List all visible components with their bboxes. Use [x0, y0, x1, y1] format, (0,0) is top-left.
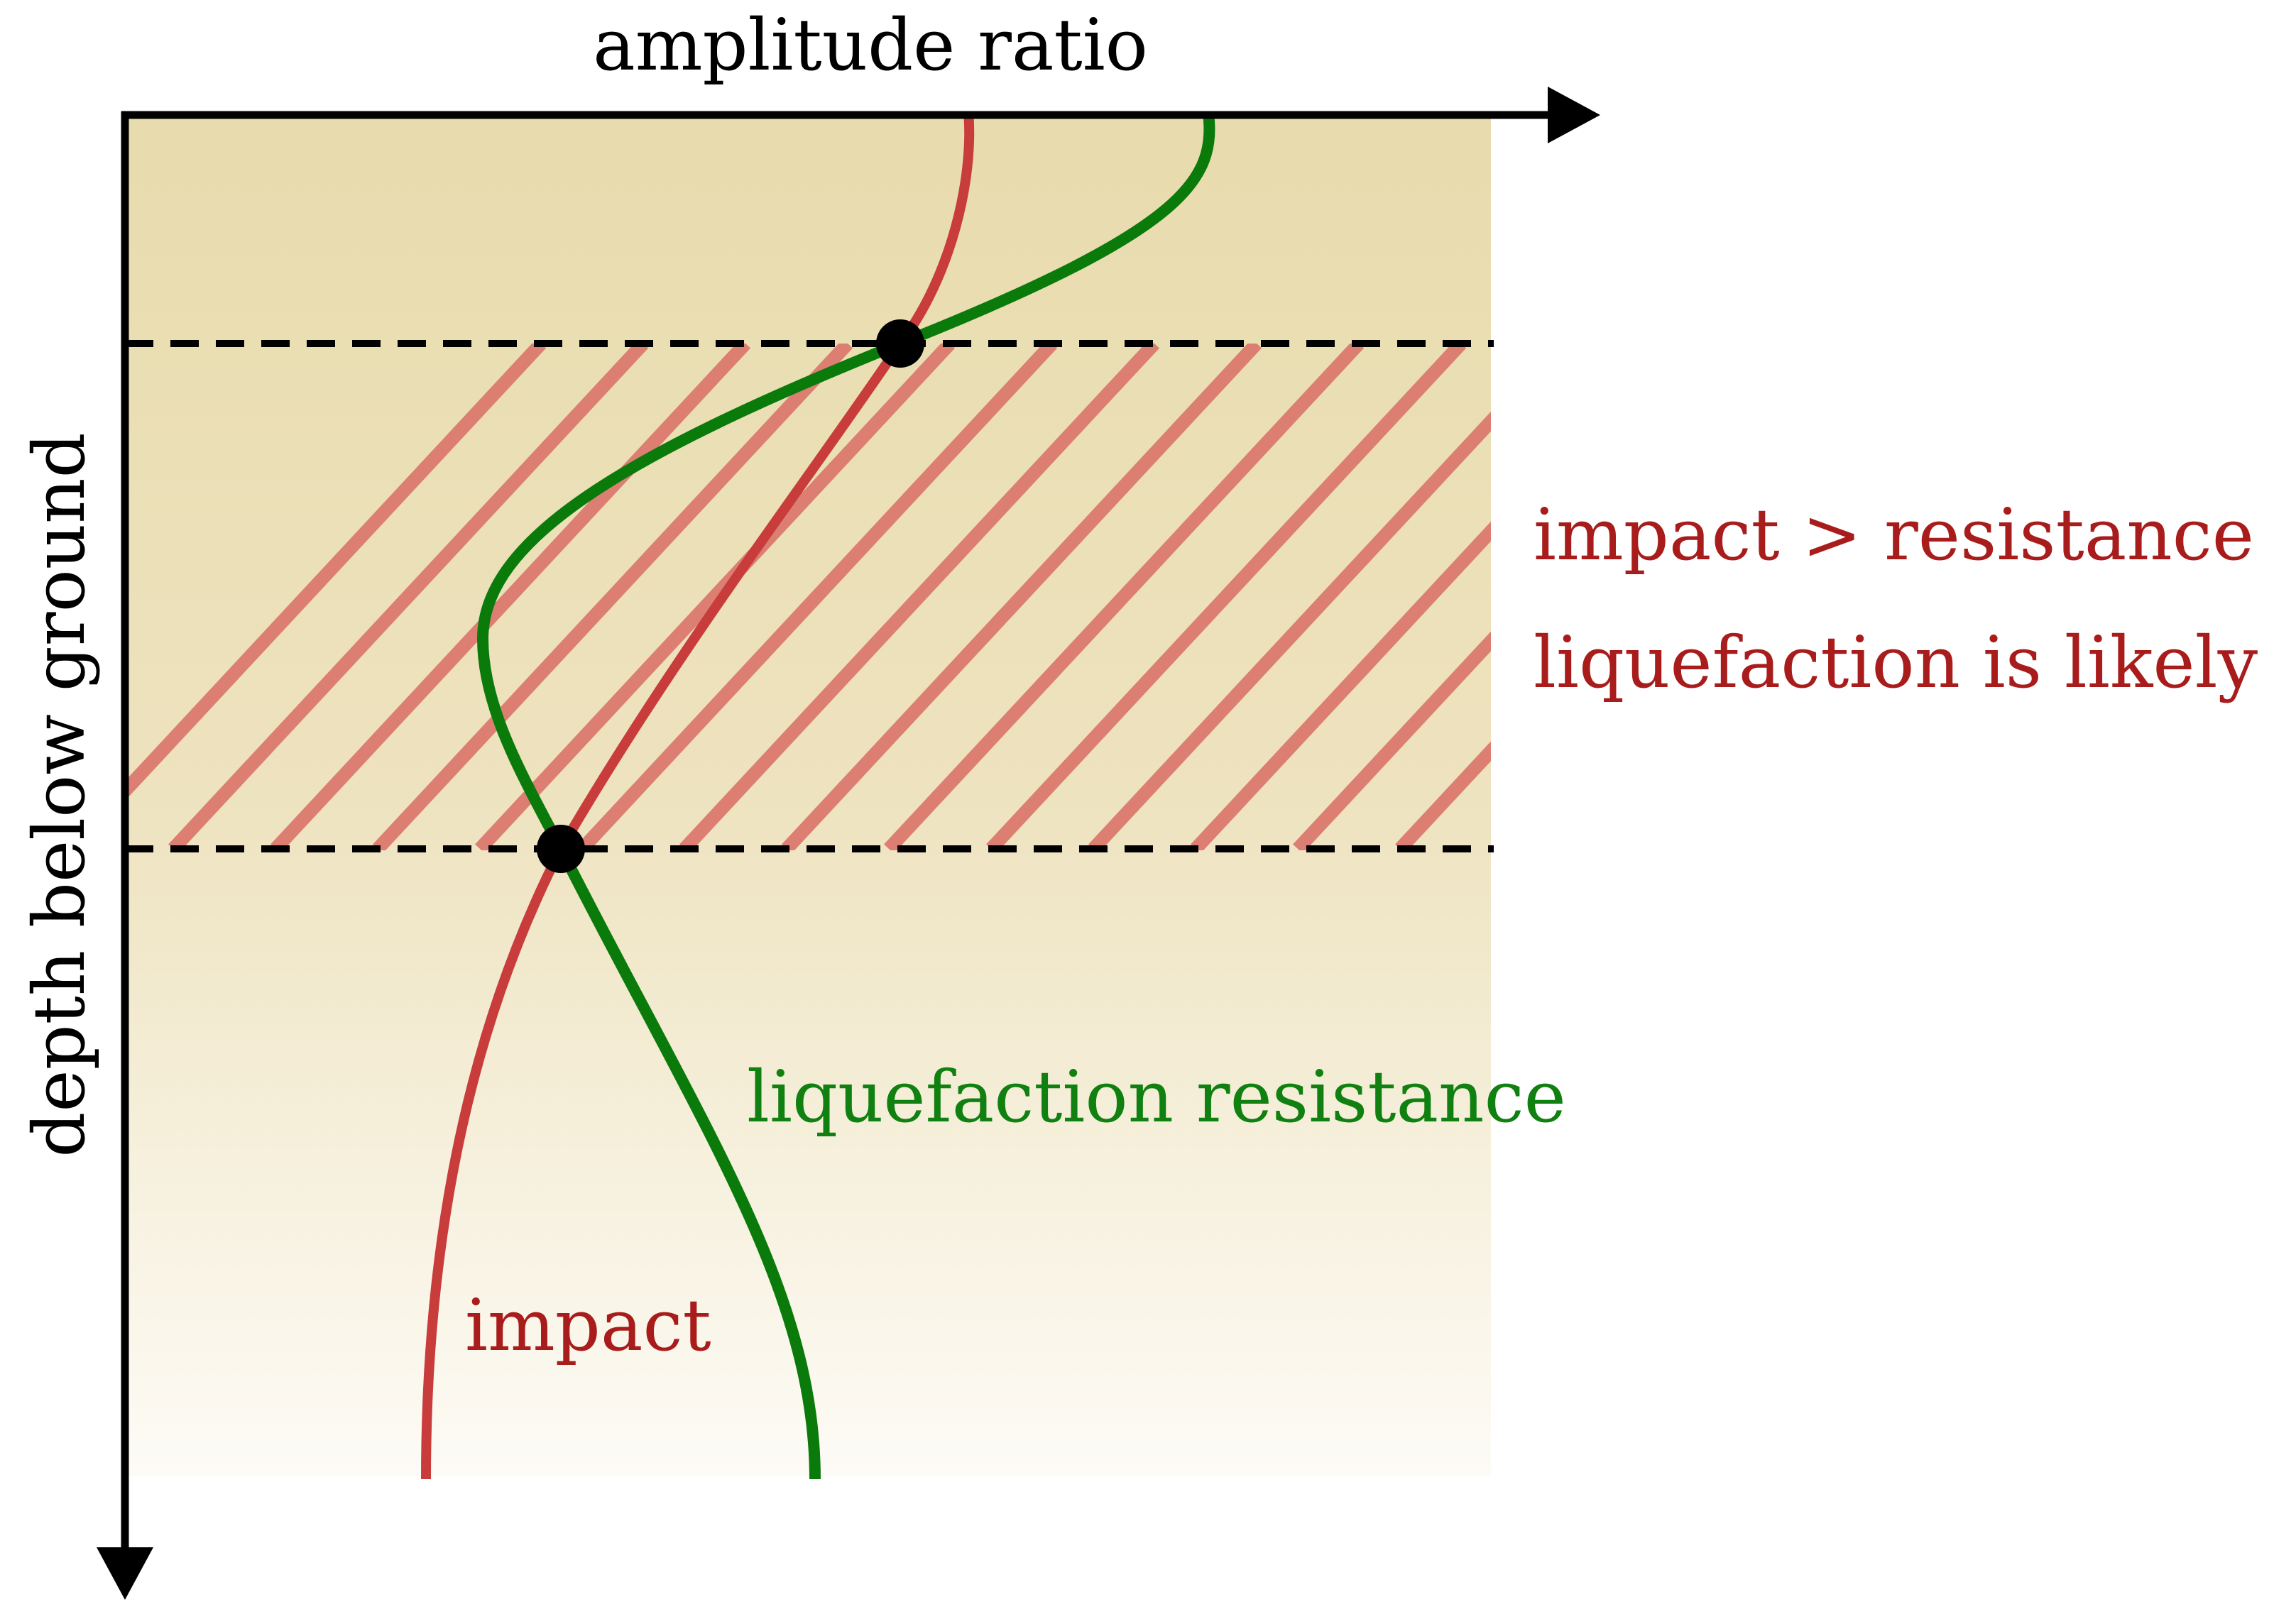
hatch-line: [1293, 631, 1491, 850]
zone-condition-label: impact > resistance: [1534, 493, 2254, 576]
hatch-line: [986, 344, 1467, 850]
liquefaction-zone-hatch: [125, 344, 2074, 850]
upper-intersection-point: [876, 319, 924, 368]
x-axis-label: amplitude ratio: [593, 4, 1148, 87]
hatch-line: [373, 344, 853, 850]
hatch-line: [1395, 741, 1491, 850]
hatch-line: [884, 344, 1365, 850]
hatch-line: [125, 344, 547, 801]
y-axis-label: depth below ground: [18, 432, 101, 1157]
hatch-line: [1191, 521, 1491, 850]
hatch-line: [1088, 411, 1491, 850]
hatch-line: [1605, 344, 2074, 849]
hatch-line: [782, 344, 1262, 850]
hatch-line: [679, 344, 1160, 850]
hatch-line: [1502, 344, 1972, 849]
impact-curve-label: impact: [465, 1284, 711, 1367]
zone-conclusion-label: liquefaction is likely: [1534, 621, 2258, 704]
hatch-line: [168, 344, 649, 850]
liquefaction-resistance-curve: [476, 111, 1215, 1480]
impact-curve: [421, 111, 975, 1480]
hatch-line: [577, 344, 1058, 850]
x-axis-arrowhead: [1548, 87, 1600, 143]
lower-intersection-point: [537, 825, 585, 873]
hatch-line: [270, 344, 751, 850]
y-axis-arrowhead: [97, 1547, 153, 1600]
resistance-curve-label: liquefaction resistance: [747, 1055, 1566, 1138]
hatch-line: [475, 344, 956, 850]
